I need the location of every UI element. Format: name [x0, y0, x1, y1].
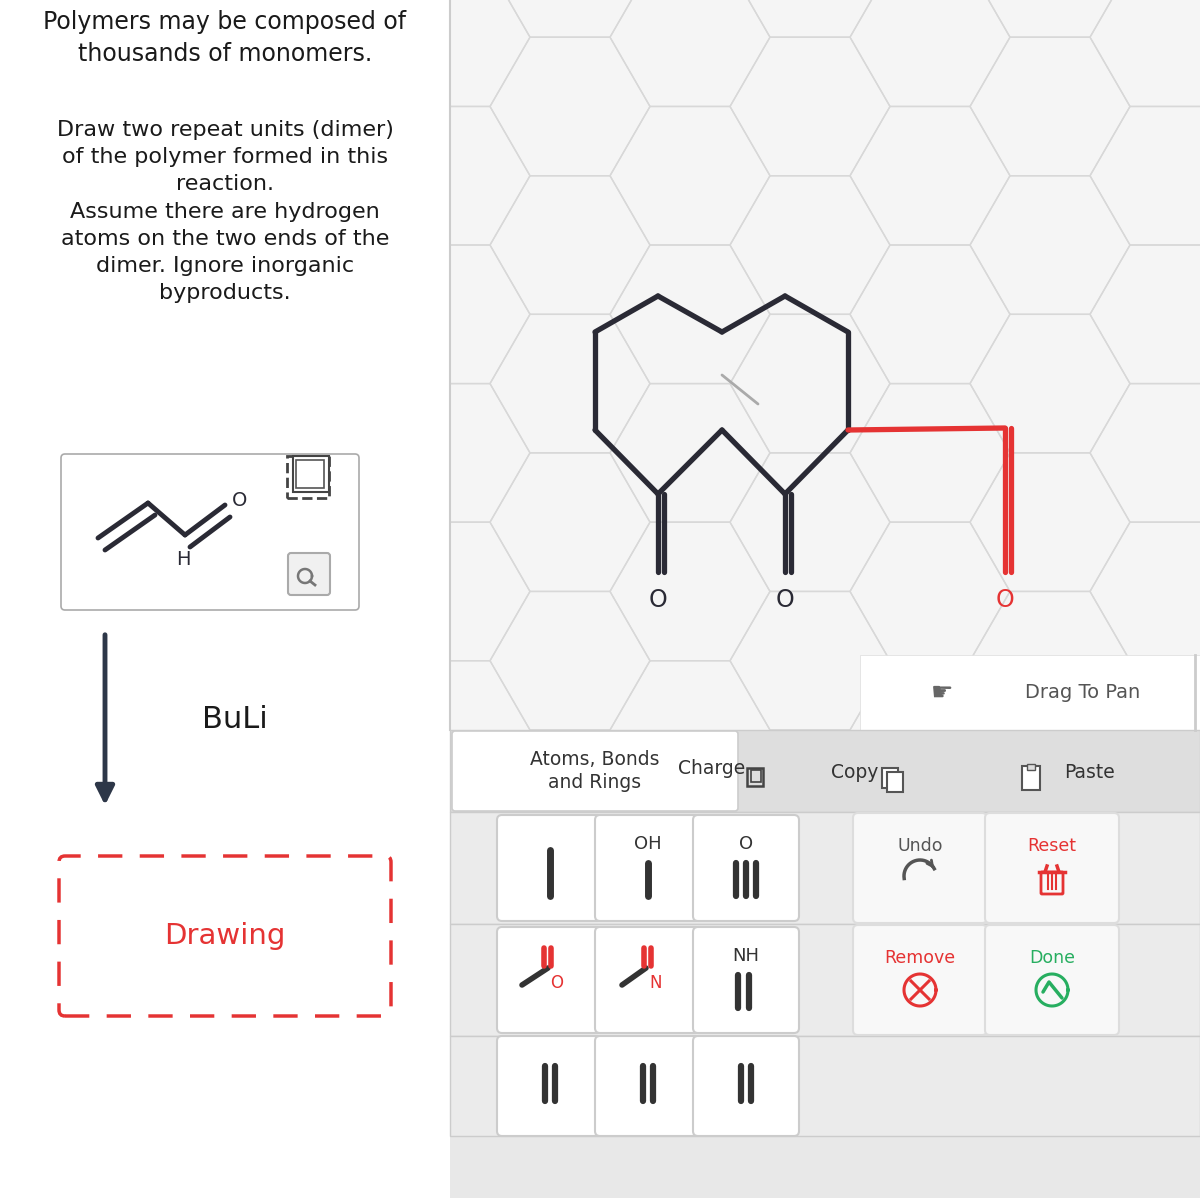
FancyBboxPatch shape	[985, 813, 1120, 922]
FancyBboxPatch shape	[288, 553, 330, 595]
Text: Undo: Undo	[898, 837, 943, 855]
Bar	[887, 772, 904, 792]
Bar	[0, 0, 450, 1198]
Bar	[287, 456, 329, 498]
FancyBboxPatch shape	[497, 927, 604, 1033]
Bar	[882, 768, 898, 788]
Text: BuLi: BuLi	[202, 706, 268, 734]
Text: Copy: Copy	[832, 763, 878, 782]
Bar	[860, 655, 1200, 730]
Bar	[746, 768, 763, 786]
Text: O: O	[551, 974, 564, 992]
Text: Polymers may be composed of
thousands of monomers.: Polymers may be composed of thousands of…	[43, 10, 407, 66]
Text: OH: OH	[634, 835, 662, 853]
Text: Draw two repeat units (dimer)
of the polymer formed in this
reaction.
Assume the: Draw two repeat units (dimer) of the pol…	[56, 120, 394, 303]
Bar	[450, 1036, 1200, 1136]
FancyBboxPatch shape	[694, 1036, 799, 1136]
Text: O: O	[775, 588, 794, 612]
Text: O: O	[996, 588, 1014, 612]
FancyBboxPatch shape	[497, 815, 604, 921]
FancyBboxPatch shape	[497, 1036, 604, 1136]
FancyBboxPatch shape	[452, 731, 738, 811]
Text: Charge: Charge	[678, 760, 745, 779]
FancyBboxPatch shape	[595, 815, 701, 921]
Text: ☛: ☛	[931, 680, 953, 704]
Text: Paste: Paste	[1064, 763, 1115, 782]
Text: O: O	[232, 490, 247, 509]
Text: NH: NH	[732, 946, 760, 966]
Bar	[1022, 766, 1040, 789]
Text: Done: Done	[1030, 949, 1075, 967]
Text: O: O	[739, 835, 754, 853]
Bar	[293, 456, 329, 492]
Bar	[450, 730, 1200, 1198]
Bar	[450, 924, 1200, 1036]
Bar	[450, 0, 1200, 730]
Text: Reset: Reset	[1027, 837, 1076, 855]
Text: Drawing: Drawing	[164, 922, 286, 950]
Bar	[296, 460, 324, 488]
Text: N: N	[649, 974, 662, 992]
FancyBboxPatch shape	[694, 927, 799, 1033]
FancyBboxPatch shape	[595, 927, 701, 1033]
Bar	[450, 812, 1200, 924]
FancyBboxPatch shape	[59, 857, 391, 1016]
FancyBboxPatch shape	[985, 925, 1120, 1035]
FancyBboxPatch shape	[694, 815, 799, 921]
Bar	[1027, 764, 1034, 770]
FancyBboxPatch shape	[853, 813, 986, 922]
Bar	[751, 770, 761, 782]
FancyBboxPatch shape	[61, 454, 359, 610]
Text: Drag To Pan: Drag To Pan	[1025, 684, 1140, 702]
Text: O: O	[649, 588, 667, 612]
FancyBboxPatch shape	[853, 925, 986, 1035]
Bar	[450, 730, 1200, 812]
Text: Remove: Remove	[884, 949, 955, 967]
Text: H: H	[175, 550, 191, 569]
FancyBboxPatch shape	[595, 1036, 701, 1136]
Text: Atoms, Bonds
and Rings: Atoms, Bonds and Rings	[530, 750, 660, 792]
